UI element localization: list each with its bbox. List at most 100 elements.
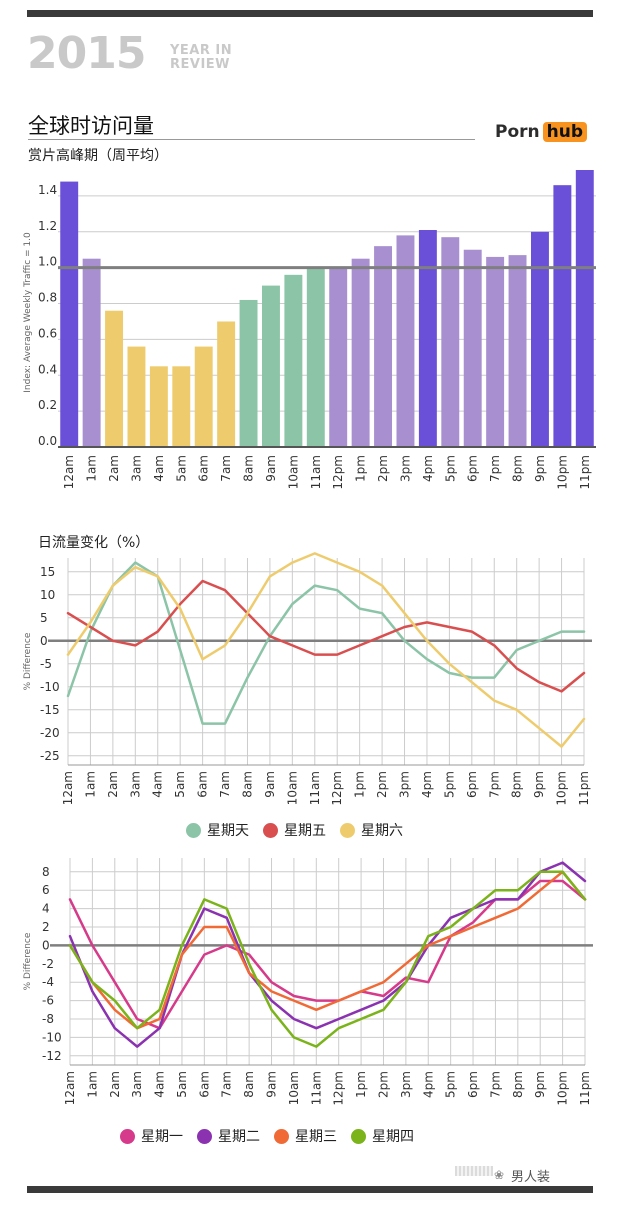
x-tick-label: 2am [106, 771, 120, 798]
x-tick-label: 2pm [376, 1071, 390, 1098]
x-tick-label: 5pm [443, 455, 457, 482]
title-underline [28, 139, 475, 140]
x-tick-label: 5pm [444, 1071, 458, 1098]
y-tick-label: -25 [40, 749, 60, 763]
x-tick-label: 8pm [510, 771, 524, 798]
x-tick-label: 3am [129, 455, 143, 482]
x-tick-label: 4am [152, 455, 166, 482]
x-tick-label: 3pm [399, 1071, 413, 1098]
legend-label: 星期天 [207, 823, 249, 839]
y-tick-label: 0 [40, 634, 48, 648]
bar-1am [82, 258, 101, 447]
x-tick-label: 4am [151, 771, 165, 798]
legend-item: 星期六 [340, 820, 403, 840]
bar-7am [217, 321, 236, 447]
y-tick-label: 0.2 [38, 398, 57, 412]
y-axis-title: % Difference [23, 932, 33, 990]
x-tick-label: 2am [107, 455, 121, 482]
x-tick-label: 4am [153, 1071, 167, 1098]
y-tick-label: 1.0 [38, 255, 57, 269]
y-tick-label: -10 [42, 1030, 62, 1044]
bar-8pm [508, 255, 527, 447]
series-line-friday [66, 579, 586, 693]
bar-9pm [530, 231, 549, 447]
x-tick-label: 1am [85, 1071, 99, 1098]
y-tick-label: 1.4 [38, 183, 57, 197]
x-tick-label: 6am [197, 1071, 211, 1098]
x-tick-label: 2pm [375, 771, 389, 798]
bar-3am [127, 346, 146, 447]
x-tick-label: 5pm [442, 771, 456, 798]
legend-label: 星期三 [295, 1129, 337, 1145]
legend-label: 星期四 [372, 1129, 414, 1145]
bar-10pm [553, 185, 572, 447]
x-tick-label: 9pm [533, 1071, 547, 1098]
series-line-sunday [66, 561, 586, 725]
bar-7pm [486, 256, 505, 447]
header-tagline: YEAR IN REVIEW [170, 44, 232, 72]
y-tick-label: -2 [42, 957, 54, 971]
bar-4am [149, 366, 168, 447]
legend-weekday: 星期一 星期二 星期三 星期四 [120, 1126, 428, 1146]
x-tick-label: 10pm [555, 455, 569, 490]
x-tick-label: 7am [220, 1071, 234, 1098]
y-tick-label: -8 [42, 1012, 54, 1026]
x-tick-label: 12pm [331, 455, 345, 490]
x-tick-label: 10am [286, 455, 300, 489]
x-tick-label: 8pm [511, 1071, 525, 1098]
y-tick-label: -20 [40, 726, 60, 740]
legend-item: 星期二 [197, 1126, 260, 1146]
logo-text-part1: Porn [495, 122, 540, 142]
x-tick-label: 1am [85, 455, 99, 482]
bar-1pm [351, 258, 370, 447]
header-tagline-line2: REVIEW [170, 57, 231, 72]
legend-weekend: 星期天 星期五 星期六 [186, 820, 417, 840]
bottom-divider-bar [27, 1186, 593, 1193]
series-line-wednesday [68, 870, 587, 1030]
y-tick-label: 10 [40, 588, 55, 602]
logo-text-part2: hub [542, 122, 587, 142]
y-tick-label: 2 [42, 920, 50, 934]
header-tagline-line1: YEAR IN [170, 43, 233, 58]
x-tick-label: 5am [175, 1071, 189, 1098]
x-tick-label: 1pm [353, 771, 367, 798]
bar-11am [306, 267, 325, 447]
y-tick-label: 0.6 [38, 326, 57, 340]
x-tick-label: 6am [196, 771, 210, 798]
x-tick-label: 5am [173, 771, 187, 798]
x-tick-label: 2am [108, 1071, 122, 1098]
x-tick-label: 9am [263, 771, 277, 798]
bar-5am [172, 366, 191, 447]
x-tick-label: 11am [308, 771, 322, 805]
x-tick-label: 10am [287, 1071, 301, 1105]
header-year: 2015 [27, 28, 146, 79]
y-tick-label: -6 [42, 994, 54, 1008]
bar-11pm [575, 170, 594, 448]
y-tick-label: 8 [42, 865, 50, 879]
x-tick-label: 8pm [511, 455, 525, 482]
line-chart-section-title: 日流量变化（%） [38, 535, 150, 551]
wechat-icon: ❀ [494, 1168, 505, 1182]
legend-label: 星期六 [361, 823, 403, 839]
x-tick-label: 8am [240, 771, 254, 798]
bar-chart: 0.0 0.2 0.4 0.6 0.8 1.0 1.2 1.4 12am 1am 2am 3am 4am… [23, 170, 596, 490]
bar-2pm [374, 246, 393, 447]
y-tick-label: 15 [40, 565, 55, 579]
legend-dot-icon [340, 822, 355, 838]
legend-dot-icon [120, 1128, 135, 1144]
legend-item: 星期三 [274, 1126, 337, 1146]
y-tick-label: -5 [40, 657, 52, 671]
x-tick-label: 6pm [466, 455, 480, 482]
x-tick-label: 9pm [533, 455, 547, 482]
y-tick-label: 0.4 [38, 362, 57, 376]
x-tick-label: 1pm [354, 455, 368, 482]
x-tick-label: 7pm [487, 771, 501, 798]
top-divider-bar [27, 10, 593, 17]
x-tick-label: 4pm [420, 771, 434, 798]
x-tick-label: 12am [63, 1071, 77, 1105]
legend-dot-icon [197, 1128, 212, 1144]
x-tick-label: 12pm [330, 771, 344, 806]
legend-dot-icon [274, 1128, 289, 1144]
legend-item: 星期四 [351, 1126, 414, 1146]
